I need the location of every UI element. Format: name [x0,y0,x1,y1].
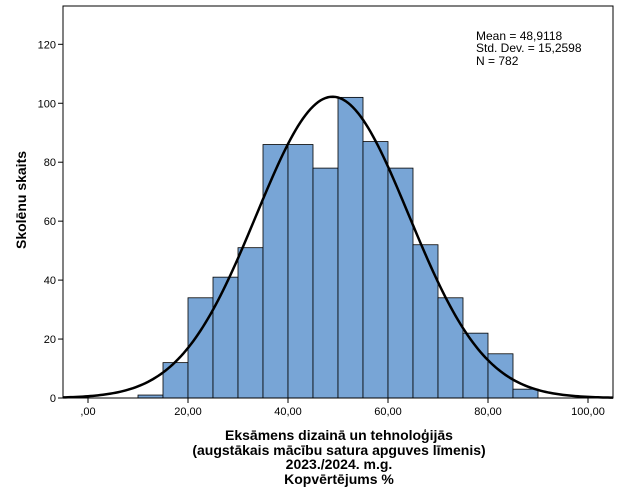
histogram-bar-1 [162,362,189,399]
histogram-bar-15 [512,388,539,399]
x-tick-label-5: 100,00 [571,406,605,418]
x-tick-label-4: 80,00 [474,406,502,418]
histogram-bar-9 [362,141,389,399]
histogram-bar-4 [237,247,264,399]
bars-group [137,96,539,399]
x-tick-label-1: 20,00 [174,406,202,418]
y-tick-label-3: 60 [44,216,56,228]
x-axis: ,00 20,00 40,00 60,00 80,00 100,00 [80,398,605,418]
y-tick-label-2: 40 [44,275,56,287]
x-axis-label-line-4: Kopvērtējums % [284,471,394,487]
histogram-bar-8 [337,96,364,399]
y-axis: 0 20 40 60 80 100 120 [38,39,63,405]
histogram-bar-10 [387,167,414,399]
histogram-bar-13 [462,332,489,399]
histogram-bar-7 [312,167,339,399]
y-axis-label: Skolēnu skaits [13,151,29,249]
x-axis-label-line-2: (augstākais mācību satura apguves līmeni… [192,442,485,458]
x-axis-label-line-3: 2023./2024. m.g. [286,456,393,472]
stat-sd: Std. Dev. = 15,2598 [476,41,582,55]
stats-box: Mean = 48,9118 Std. Dev. = 15,2598 N = 7… [476,29,582,68]
x-tick-label-2: 40,00 [274,406,302,418]
y-tick-label-6: 120 [38,39,56,51]
y-tick-label-1: 20 [44,334,56,346]
histogram-bar-11 [412,244,439,399]
x-axis-label-line-1: Eksāmens dizainā un tehnoloģijās [225,427,453,443]
x-axis-label: Eksāmens dizainā un tehnoloģijās (augstā… [192,427,485,487]
normal-curve [62,95,614,399]
stat-mean: Mean = 48,9118 [476,29,563,43]
plot-frame [62,5,614,399]
histogram-bar-2 [187,297,214,399]
histogram-bar-3 [212,276,239,399]
stat-n: N = 782 [476,54,519,68]
y-tick-label-5: 100 [38,98,56,110]
histogram-bar-6 [287,144,314,399]
x-tick-label-3: 60,00 [374,406,402,418]
histogram-bar-12 [437,297,464,399]
x-tick-label-0: ,00 [80,406,95,418]
y-tick-label-4: 80 [44,157,56,169]
histogram-bar-5 [262,144,289,399]
y-tick-label-0: 0 [50,393,56,405]
